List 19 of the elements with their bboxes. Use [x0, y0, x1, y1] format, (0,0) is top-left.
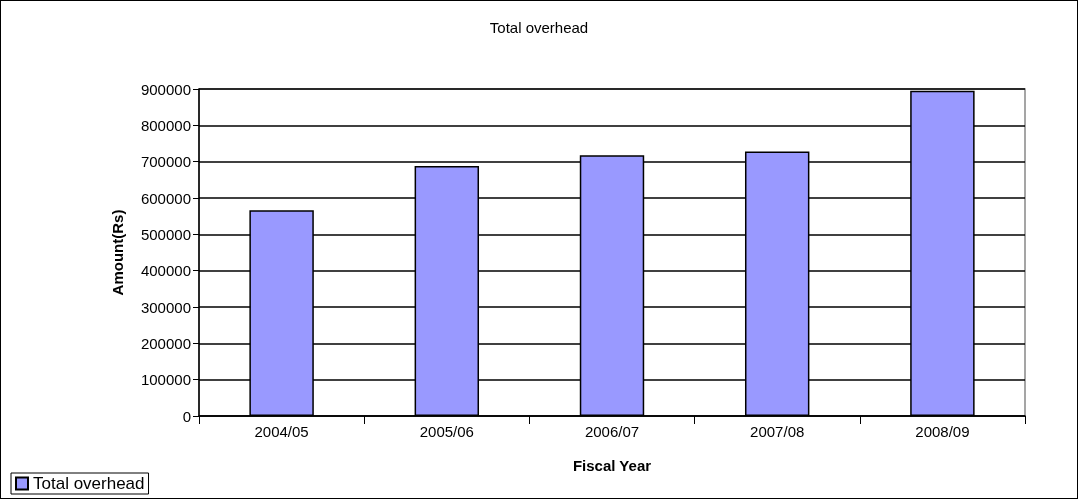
y-tick-label: 700000: [140, 153, 191, 171]
x-tick-label: 2005/06: [419, 423, 474, 440]
x-tick-label: 2007/08: [750, 423, 805, 440]
y-tick-label: 400000: [140, 262, 191, 280]
y-tick-label: 200000: [140, 334, 191, 352]
y-tick-label: 800000: [140, 116, 191, 134]
x-tick-label: 2004/05: [254, 423, 309, 440]
y-axis-title: Amount(Rs): [109, 209, 126, 296]
y-tick-label: 300000: [140, 298, 191, 316]
x-tick-label: 2008/09: [915, 423, 970, 440]
x-axis-title: Fiscal Year: [572, 457, 652, 474]
y-tick-label: 600000: [140, 189, 191, 207]
legend-label: Total overhead: [33, 474, 145, 493]
y-tick-label: 0: [182, 407, 191, 425]
x-tick-label: 2006/07: [584, 423, 640, 440]
y-tick-label: 100000: [140, 371, 191, 389]
y-tick-label: 900000: [140, 80, 191, 98]
chart-title: Total overhead: [489, 19, 589, 36]
y-tick-label: 500000: [140, 225, 191, 243]
